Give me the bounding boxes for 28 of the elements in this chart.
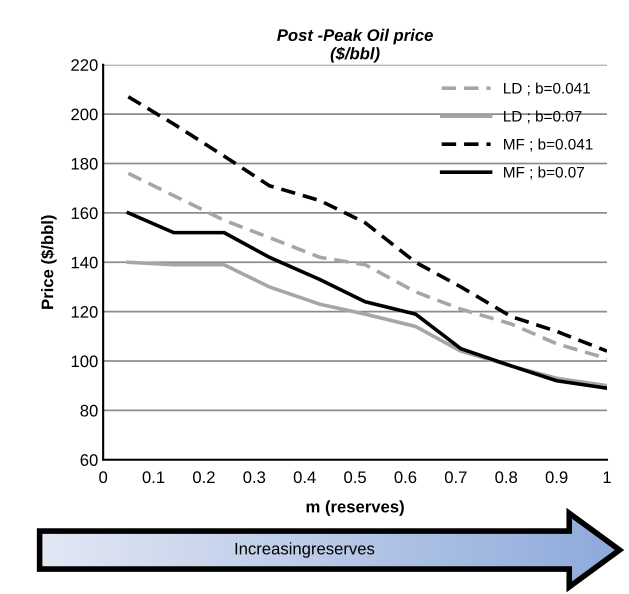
x-tick-label: 0 (99, 471, 108, 484)
x-axis-title: m (reserves) (306, 500, 404, 516)
legend-label: LD ; b=0.07 (504, 110, 582, 124)
y-tick-label: 140 (72, 256, 98, 268)
text: Increasingreserves (236, 542, 374, 558)
legend-label: MF ; b=0.07 (504, 166, 584, 180)
y-tick-label: 60 (80, 454, 98, 466)
y-tick-label: 200 (71, 108, 98, 120)
x-tick-label: 0.9 (546, 471, 568, 484)
y-tick-label: 180 (72, 158, 98, 170)
y-axis-title: Price ($/bbl) (40, 215, 57, 309)
x-tick-label: 1 (604, 471, 611, 483)
legend-label: MF ; b=0.041 (504, 138, 592, 152)
chart-title: Post -Peak Oil price ($/bbl) (277, 28, 433, 63)
y-tick-label: 80 (80, 404, 98, 417)
x-tick-label: 0.4 (294, 471, 316, 484)
y-tick-label: 100 (72, 355, 98, 368)
x-tick-label: 0.7 (444, 471, 467, 484)
x-tick-label: 0.1 (142, 471, 164, 484)
x-tick-label: 0.2 (192, 471, 215, 484)
x-tick-label: 0.8 (495, 471, 518, 484)
legend-label: LD ; b=0.041 (504, 82, 590, 96)
x-tick-label: 0.5 (344, 471, 366, 484)
y-tick-label: 220 (71, 59, 98, 71)
x-tick-label: 0.6 (394, 471, 416, 484)
x-tick-label: 0.3 (243, 471, 266, 484)
y-tick-label: 160 (72, 207, 98, 220)
y-tick-label: 120 (72, 306, 98, 318)
